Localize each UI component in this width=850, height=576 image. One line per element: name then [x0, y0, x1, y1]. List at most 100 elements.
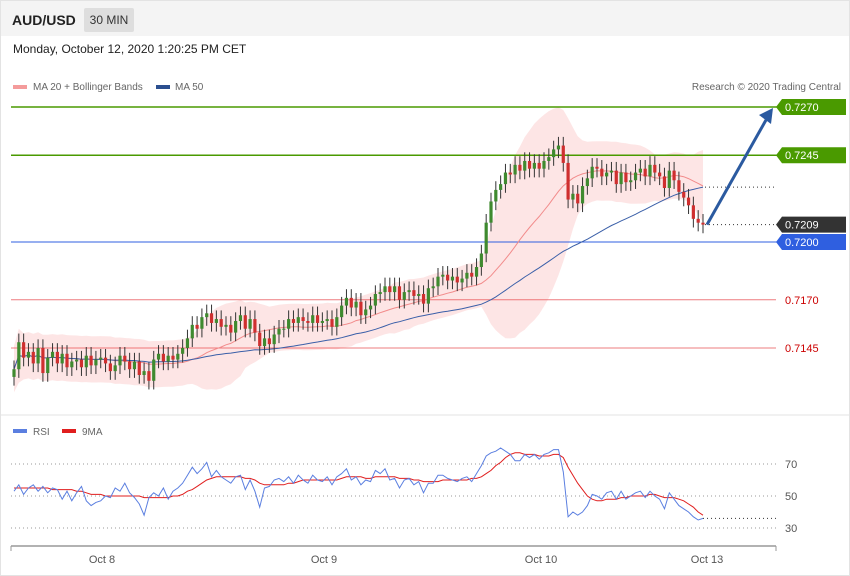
support-level-label: 0.7145 — [785, 343, 819, 355]
candle-body — [166, 355, 170, 362]
candle-body — [368, 305, 373, 310]
candle-body — [128, 361, 132, 370]
candle-body — [653, 164, 657, 173]
candle-body — [325, 319, 329, 322]
candle-body — [643, 168, 647, 177]
target-level-tag — [776, 99, 846, 115]
candle-body — [118, 355, 122, 366]
candle-body — [176, 353, 180, 360]
candle-body — [253, 319, 257, 333]
candle-body — [426, 288, 430, 304]
credit-label: Research © 2020 Trading Central — [692, 82, 841, 93]
candle-body — [542, 160, 546, 169]
candle-body — [84, 355, 88, 368]
candle-body — [185, 338, 190, 348]
candle-body — [161, 353, 165, 362]
candle-body — [460, 278, 464, 283]
candle-body — [364, 309, 368, 316]
candle-body — [181, 348, 185, 354]
rsi-tick-label: 70 — [785, 459, 797, 471]
candle-body — [499, 184, 503, 190]
candle-body — [291, 319, 296, 323]
candle-body — [12, 369, 16, 377]
candle-body — [75, 359, 79, 362]
rsi-ma-legend-swatch — [62, 429, 76, 433]
candle-body — [532, 162, 536, 169]
candle-body — [441, 274, 445, 277]
candle-body — [60, 353, 64, 364]
candle-body — [214, 319, 218, 323]
candle-body — [359, 301, 363, 316]
candle-body — [402, 292, 406, 300]
candle-body — [417, 294, 421, 296]
candle-body — [55, 351, 59, 364]
candle-body — [397, 286, 402, 300]
candle-body — [282, 328, 286, 330]
candle-body — [205, 313, 209, 318]
candle-body — [171, 355, 175, 360]
candle-body — [465, 272, 469, 279]
candle-body — [383, 286, 387, 293]
candle-body — [667, 170, 671, 188]
candle-body — [571, 193, 575, 200]
timeframe-button[interactable]: 30 MIN — [84, 8, 134, 32]
candle-body — [344, 297, 349, 306]
candle-body — [436, 276, 440, 287]
candle-body — [320, 321, 324, 323]
ma50-legend-label: MA 50 — [175, 82, 204, 93]
symbol-label: AUD/USD — [12, 12, 76, 28]
forecast-arrow — [705, 108, 773, 226]
candle-body — [238, 315, 243, 322]
candle-body — [580, 186, 585, 204]
candle-body — [224, 324, 228, 327]
candle-body — [335, 317, 339, 327]
candle-body — [494, 189, 498, 202]
candle-body — [455, 276, 459, 283]
candle-body — [484, 222, 488, 254]
candle-body — [373, 294, 377, 306]
candle-body — [672, 170, 676, 181]
candle-body — [152, 359, 156, 381]
ma20-legend-swatch — [13, 85, 27, 89]
candle-body — [662, 176, 667, 188]
candle-body — [229, 324, 233, 333]
candle-body — [393, 286, 397, 293]
candle-body — [556, 145, 561, 150]
last-price-tag — [776, 216, 846, 233]
candle-body — [407, 290, 411, 293]
candle-body — [147, 371, 151, 381]
candle-body — [605, 172, 609, 177]
candle-body — [113, 365, 117, 372]
candle-body — [99, 357, 103, 360]
rsi-tick-label: 30 — [785, 523, 797, 535]
candle-body — [701, 222, 705, 225]
candle-body — [585, 178, 589, 187]
candle-body — [137, 361, 141, 375]
candle-body — [287, 319, 291, 329]
candle-body — [388, 286, 392, 293]
candle-body — [354, 301, 358, 308]
candles-layer — [12, 136, 705, 390]
pivot-level-tag — [776, 233, 846, 250]
candle-body — [648, 164, 652, 177]
candle-body — [17, 342, 21, 370]
candle-body — [518, 164, 522, 171]
support-level-label: 0.7170 — [785, 295, 819, 307]
candle-body — [576, 193, 580, 204]
x-tick-label: Oct 9 — [311, 554, 337, 566]
candle-body — [658, 172, 662, 177]
candle-body — [412, 290, 416, 296]
x-ticks: Oct 8 Oct 9 Oct 10 Oct 13 — [89, 554, 723, 566]
candle-body — [633, 172, 638, 181]
candle-body — [277, 328, 281, 335]
candle-body — [36, 348, 40, 364]
candle-body — [614, 170, 618, 185]
candle-body — [132, 361, 137, 370]
candle-body — [682, 191, 686, 198]
candle-body — [340, 305, 344, 318]
rsi-ma-legend-label: 9MA — [82, 427, 103, 438]
target-level-label: 0.7245 — [785, 150, 819, 162]
rsi-line — [13, 447, 704, 521]
bollinger-band — [14, 107, 703, 393]
rsi-ma-line — [14, 452, 704, 516]
